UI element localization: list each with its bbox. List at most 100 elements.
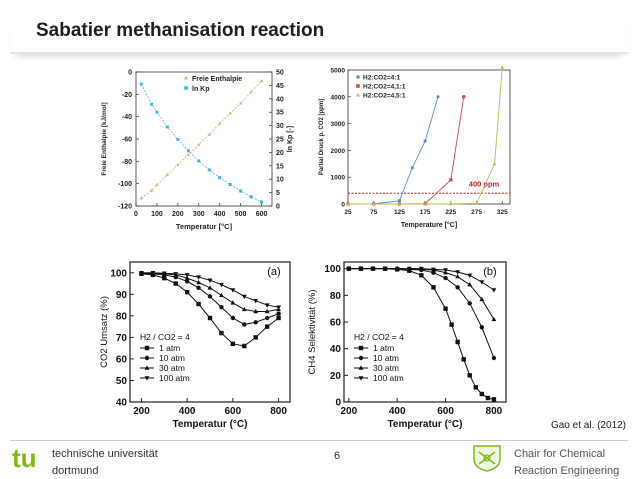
data-point (230, 288, 236, 293)
chart-ch4-selectivity-svg: 0 20 40 60 80 100 200 400 600 800 Temperatur (°C) C… (307, 261, 507, 430)
data-point (184, 273, 190, 278)
data-point (479, 391, 485, 397)
legend-label: 10 atm (373, 353, 399, 363)
data-point (443, 268, 448, 273)
data-point (397, 199, 402, 203)
x-tick-label: 75 (370, 209, 378, 216)
y-tick-label: -100 (118, 181, 132, 188)
data-point (150, 102, 154, 106)
y2-tick-label: 15 (276, 163, 284, 170)
legend-label: 100 atm (159, 373, 190, 383)
y-tick-label: 50 (116, 376, 128, 387)
legend-marker (358, 345, 364, 351)
y2-axis-label: ln Kp [-] (287, 126, 294, 152)
x-axis-label: Temperatur (°C) (173, 419, 248, 430)
data-point (176, 138, 180, 142)
legend-label: H2:CO2=4:1 (363, 75, 400, 82)
data-point (249, 195, 253, 199)
data-point (186, 152, 190, 156)
y-tick-label: 0 (128, 70, 132, 77)
data-point (253, 335, 258, 340)
y-tick-label: -120 (118, 204, 132, 211)
y-tick-label: -80 (122, 159, 132, 166)
y-tick-label: -60 (122, 137, 132, 144)
data-point (449, 202, 453, 206)
legend-marker (358, 355, 364, 361)
data-point (260, 200, 264, 204)
chart-co2-conversion-svg: 40 50 60 70 80 90 100 200 400 600 800 Temperatur (°… (99, 261, 291, 430)
legend-label: Freie Enthalpie (192, 76, 242, 83)
data-point (491, 316, 497, 322)
x-tick-label: 25 (344, 209, 352, 216)
data-point (253, 299, 259, 304)
data-point (443, 275, 448, 281)
data-point (150, 271, 156, 276)
data-point (382, 266, 388, 272)
tu-logo: tu (10, 443, 48, 478)
y-tick-label: 4000 (331, 94, 346, 101)
x-axis-label: Temperatur [°C] (176, 222, 233, 231)
data-point (455, 270, 461, 275)
data-point (462, 95, 466, 99)
chart-ch4-selectivity: 0 20 40 60 80 100 200 400 600 800 Temperatur (°C) C… (304, 252, 514, 430)
x-tick-label: 600 (225, 406, 242, 417)
x-tick-label: 500 (235, 211, 247, 218)
data-point (228, 111, 232, 115)
data-point (238, 101, 243, 105)
plot-frame (347, 69, 511, 205)
legend-marker (144, 345, 150, 351)
data-point (418, 266, 424, 272)
data-point (467, 373, 472, 378)
y-tick-label: 1000 (331, 175, 346, 182)
chart-partial-pressure: 0 1000 2000 3000 4000 5000 25 75 125 175 225 275 325… (314, 62, 514, 238)
data-point (455, 274, 461, 279)
chair-name: Chair for Chemical Reaction Engineering (514, 446, 638, 479)
y-tick-label: 100 (324, 264, 341, 275)
tu-logo-text: tu (12, 443, 37, 473)
y2-tick-label: 25 (276, 137, 284, 144)
legend-marker (184, 75, 188, 80)
panel-label: (a) (267, 266, 280, 278)
data-point (242, 322, 247, 327)
x-tick-label: 175 (420, 209, 431, 216)
data-point (150, 188, 154, 192)
data-point (249, 90, 253, 94)
x-tick-label: 300 (193, 211, 205, 218)
data-point (173, 272, 179, 277)
data-point (230, 315, 236, 321)
data-point (479, 280, 485, 285)
data-point (423, 202, 427, 206)
data-point (500, 65, 505, 69)
data-point (230, 300, 236, 305)
legend-label: 10 atm (159, 353, 185, 363)
x-tick-label: 0 (134, 211, 138, 218)
x-tick-label: 600 (437, 406, 454, 417)
data-point (264, 303, 270, 308)
data-point (346, 266, 352, 272)
data-point (218, 176, 222, 180)
data-point (139, 82, 143, 86)
y-tick-label: -40 (122, 114, 132, 121)
panel-label: (b) (483, 266, 496, 278)
chart-free-enthalpy: 0 -20 -40 -60 -80 -100 -120 50 45 40 35 30 25 20 15 10 5… (96, 62, 300, 246)
data-point (410, 166, 414, 170)
data-point (184, 279, 190, 284)
y2-tick-label: 20 (276, 150, 284, 157)
data-point (196, 301, 201, 307)
y2-tick-label: 40 (276, 96, 284, 103)
y-tick-label: 20 (330, 371, 342, 382)
y2-tick-label: 35 (276, 110, 284, 117)
x-tick-label: 800 (486, 406, 503, 417)
legend-label: 1 atm (159, 343, 180, 353)
footer-divider (10, 440, 628, 441)
y-tick-label: 5000 (331, 68, 346, 75)
data-point (186, 149, 190, 153)
x-tick-label: 400 (214, 211, 226, 218)
legend-marker (356, 84, 360, 88)
legend-marker (144, 376, 150, 381)
y-axis-label: CH4 Selektivität (%) (307, 290, 318, 375)
data-point (207, 294, 213, 299)
legend-label: ln Kp (192, 86, 210, 93)
data-point (207, 278, 213, 283)
y-tick-label: 3000 (331, 121, 346, 128)
